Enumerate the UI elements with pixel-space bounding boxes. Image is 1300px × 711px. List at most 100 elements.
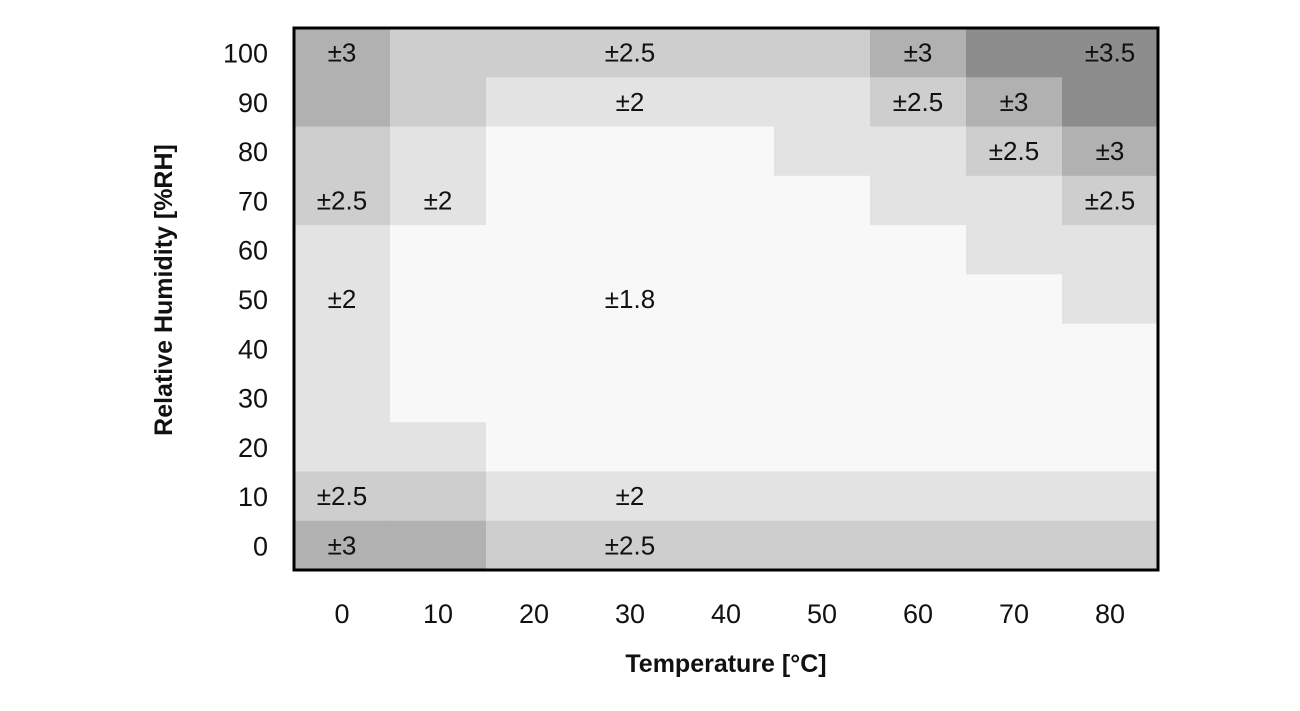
y-tick-label: 40: [238, 334, 268, 364]
heatmap-cell: [294, 372, 391, 423]
x-tick-label: 70: [999, 599, 1029, 629]
heatmap-cell: [294, 422, 391, 472]
heatmap-cell: [294, 225, 391, 275]
heatmap-cell: [294, 126, 391, 177]
heatmap-cell: [870, 520, 967, 571]
heatmap-cell: [486, 77, 583, 128]
cell-label: ±2: [616, 481, 645, 511]
x-tick-label: 0: [334, 599, 349, 629]
heatmap-cell: [678, 323, 775, 374]
cell-labels-layer: ±3 ±2.5 ±3 ±3.5 ±2 ±2.5 ±3 ±2.5 ±3 ±2.5 ±2 ±2.5 ±2 ±1…: [317, 38, 1135, 561]
y-tick-label: 50: [238, 285, 268, 315]
y-tick-label: 10: [238, 482, 268, 512]
heatmap-cell: [774, 77, 871, 128]
cell-label: ±3: [328, 530, 357, 560]
heatmap-cell: [966, 471, 1063, 522]
plot-frame: [292, 26, 1160, 572]
heatmap-cell: [390, 520, 487, 571]
heatmap-cell: [678, 274, 775, 325]
heatmap-cell: [678, 175, 775, 226]
heatmap-cell: [774, 28, 871, 78]
heatmap-cell: [294, 471, 391, 522]
cell-label: ±2.5: [605, 530, 655, 560]
heatmap-cell: [774, 471, 871, 522]
heatmap-cell: [774, 422, 871, 472]
heatmap-cell: [1062, 323, 1159, 374]
heatmap-cell: [486, 225, 583, 275]
heatmap-cell: [678, 471, 775, 522]
heatmap-cell: [678, 422, 775, 472]
heatmap-cell: [294, 274, 391, 325]
heatmap-cell: [966, 520, 1063, 571]
cell-label: ±3: [1096, 136, 1125, 166]
heatmap-cell: [486, 372, 583, 423]
heatmap-cell: [486, 126, 583, 177]
y-tick-label: 70: [238, 186, 268, 216]
heatmap-cell: [774, 126, 871, 177]
heatmap-cell: [870, 274, 967, 325]
heatmap-cell: [390, 28, 487, 78]
cells-layer: [294, 28, 1159, 571]
heatmap-cell: [390, 471, 487, 522]
heatmap-cell: [486, 323, 583, 374]
heatmap-cell: [966, 422, 1063, 472]
heatmap-cell: [582, 372, 679, 423]
heatmap-cell: [678, 28, 775, 78]
heatmap-cell: [1062, 175, 1159, 226]
cell-label: ±3: [328, 38, 357, 68]
heatmap-cell: [774, 520, 871, 571]
heatmap-cell: [486, 471, 583, 522]
heatmap-cell: [966, 126, 1063, 177]
heatmap-cell: [1062, 77, 1159, 128]
heatmap-cell: [294, 28, 391, 78]
heatmap-cell: [774, 175, 871, 226]
heatmap-cell: [870, 323, 967, 374]
x-tick-label: 10: [423, 599, 453, 629]
heatmap-cell: [294, 175, 391, 226]
heatmap-cell: [390, 372, 487, 423]
x-tick-label: 20: [519, 599, 549, 629]
heatmap-cell: [390, 175, 487, 226]
cell-label: ±3: [904, 38, 933, 68]
heatmap-cell: [774, 225, 871, 275]
heatmap-cell: [966, 28, 1063, 78]
heatmap-cell: [966, 274, 1063, 325]
heatmap-cell: [870, 77, 967, 128]
heatmap-cell: [582, 274, 679, 325]
heatmap-cell: [870, 422, 967, 472]
heatmap-cell: [678, 372, 775, 423]
x-tick-label: 30: [615, 599, 645, 629]
y-tick-label: 20: [238, 433, 268, 463]
heatmap-cell: [582, 520, 679, 571]
heatmap-cell: [966, 323, 1063, 374]
heatmap-cell: [678, 77, 775, 128]
heatmap-cell: [582, 77, 679, 128]
cell-label: ±3: [1000, 87, 1029, 117]
heatmap-cell: [678, 225, 775, 275]
x-axis-title: Temperature [°C]: [625, 650, 826, 678]
cell-label: ±2.5: [893, 87, 943, 117]
y-tick-label: 100: [223, 39, 268, 69]
heatmap-cell: [1062, 126, 1159, 177]
heatmap-cell: [390, 274, 487, 325]
heatmap-cell: [1062, 422, 1159, 472]
x-tick-labels: 0 10 20 30 40 50 60 70 80: [334, 599, 1125, 629]
heatmap-cell: [678, 520, 775, 571]
heatmap-cell: [870, 175, 967, 226]
heatmap-cell: [294, 520, 391, 571]
heatmap-cell: [870, 126, 967, 177]
heatmap-cell: [390, 77, 487, 128]
heatmap-cell: [1062, 28, 1159, 78]
y-tick-label: 0: [253, 531, 268, 561]
heatmap-cell: [582, 28, 679, 78]
heatmap-cell: [486, 520, 583, 571]
heatmap-cell: [966, 77, 1063, 128]
cell-label: ±2.5: [317, 185, 367, 215]
x-tick-label: 60: [903, 599, 933, 629]
heatmap-cell: [486, 274, 583, 325]
heatmap-cell: [1062, 520, 1159, 571]
heatmap-cell: [582, 422, 679, 472]
heatmap-cell: [774, 323, 871, 374]
